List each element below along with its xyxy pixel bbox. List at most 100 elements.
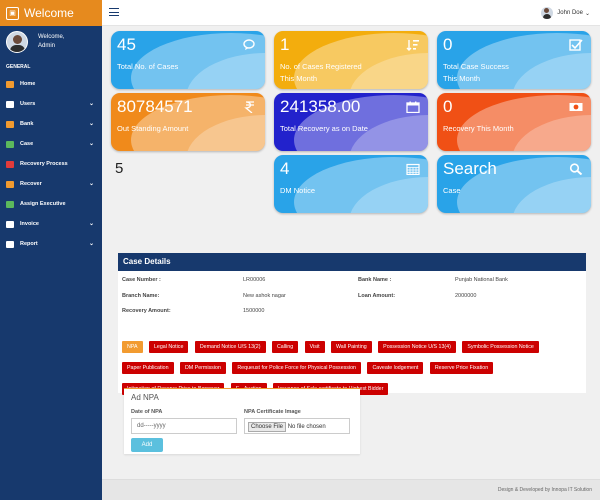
- avatar: [6, 31, 28, 53]
- tile-recovery-this-month[interactable]: 0 Recovery This Month: [437, 93, 591, 151]
- tile-value: 80784571: [117, 97, 193, 116]
- date-of-npa-label: Date of NPA: [131, 409, 163, 415]
- add-button[interactable]: Add: [131, 438, 163, 452]
- brand-bar: ▣ Welcome: [0, 0, 102, 26]
- branch-name-label: Branch Name:: [122, 293, 160, 299]
- top-user-menu[interactable]: John Doe ⌄: [541, 7, 590, 19]
- tile-value: 4: [280, 159, 290, 178]
- chevron-down-icon: ⌄: [88, 141, 94, 147]
- tile-dm-notice[interactable]: 4 DM Notice: [274, 155, 428, 213]
- section-label: GENERAL: [6, 64, 31, 70]
- step-calling[interactable]: Calling: [271, 341, 299, 353]
- tile-value: 241358.00: [280, 97, 361, 116]
- brand-title: Welcome: [24, 6, 74, 20]
- user-panel: Welcome, Admin: [0, 26, 102, 58]
- npa-certificate-label: NPA Certificate Image: [244, 409, 301, 415]
- search-icon: [569, 163, 583, 175]
- tile-value: 45: [117, 35, 136, 54]
- rupee-icon: [244, 101, 254, 113]
- sidebar-item-assign-executive[interactable]: Assign Executive: [0, 194, 102, 214]
- step-symbolic-possession-notice[interactable]: Symbolic Possession Notice: [462, 341, 539, 353]
- step-paper-publication[interactable]: Paper Publication: [122, 362, 174, 374]
- report-icon: [6, 240, 14, 248]
- add-npa-form: Ad NPA Date of NPA NPA Certificate Image…: [124, 388, 360, 454]
- form-title: Ad NPA: [131, 393, 159, 402]
- case-details-panel: Case Details Case Number : LR00006 Bank …: [118, 253, 586, 395]
- no-file-text: No file chosen: [287, 424, 326, 430]
- sidebar-item-users[interactable]: Users ⌄: [0, 94, 102, 114]
- sidebar-item-report[interactable]: Report ⌄: [0, 234, 102, 254]
- tile-value: Search: [443, 159, 497, 178]
- checkbox-icon: [569, 39, 583, 51]
- sidebar-item-label: Recovery Process: [20, 161, 68, 167]
- choose-file-button[interactable]: Choose File: [248, 422, 287, 432]
- recovery-amount-label: Recovery Amount:: [122, 308, 171, 314]
- recovery-icon: [6, 160, 14, 168]
- step-caveate-lodgement[interactable]: Caveate lodgement: [367, 362, 424, 374]
- tile-label: Total No. of Cases: [117, 62, 179, 71]
- sidebar-item-label: Home: [20, 81, 36, 87]
- chevron-down-icon: ⌄: [88, 181, 94, 187]
- case-details-heading: Case Details: [118, 253, 586, 271]
- sidebar-item-recover[interactable]: Recover ⌄: [0, 174, 102, 194]
- sidebar-item-recovery-process[interactable]: Recovery Process: [0, 154, 102, 174]
- recovery-amount-value: 1500000: [243, 308, 265, 314]
- tile-cases-registered[interactable]: 1 No. of Cases Registered This Month: [274, 31, 428, 89]
- chevron-down-icon: ⌄: [88, 121, 94, 127]
- step-reserve-price-fixation[interactable]: Reserve Price Fixation: [429, 362, 494, 374]
- sidebar-item-invoice[interactable]: Invoice ⌄: [0, 214, 102, 234]
- sidebar-item-label: Invoice: [20, 221, 39, 227]
- tile-outstanding-amount[interactable]: 80784571 Out Standing Amount: [111, 93, 265, 151]
- step-legal-notice[interactable]: Legal Notice: [148, 341, 189, 353]
- money-icon: [569, 103, 583, 111]
- step-demand-notice[interactable]: Demand Notice U/S 13(2): [194, 341, 266, 353]
- rupee-icon: [6, 180, 14, 188]
- step-visit[interactable]: Visit: [304, 341, 325, 353]
- branch-name-value: New ashok nagar: [243, 293, 286, 299]
- case-number-value: LR00006: [243, 277, 266, 283]
- sidebar-item-home[interactable]: Home: [0, 74, 102, 94]
- welcome-text: Welcome,: [38, 34, 65, 40]
- hamburger-menu-icon[interactable]: [109, 8, 119, 16]
- grid-calendar-icon: [406, 163, 420, 175]
- top-avatar: [541, 7, 554, 19]
- sidebar-item-case[interactable]: Case ⌄: [0, 134, 102, 154]
- loan-amount-label: Loan Amount:: [358, 293, 396, 299]
- step-wall-painting[interactable]: Wall Painting: [331, 341, 372, 353]
- user-name: Admin: [38, 43, 56, 49]
- person-icon: [6, 200, 14, 208]
- chat-icon: [243, 39, 255, 50]
- user-icon: [6, 100, 14, 108]
- dashboard-logo-icon: ▣: [6, 6, 19, 20]
- date-of-npa-input[interactable]: dd-----yyyy: [131, 418, 237, 434]
- step-possession-notice[interactable]: Possession Notice U/S 13(4): [378, 341, 456, 353]
- sidebar-item-label: Case: [20, 141, 34, 147]
- caret-down-icon: ⌄: [584, 10, 590, 17]
- loan-amount-value: 2000000: [455, 293, 477, 299]
- sidebar-item-label: Bank: [20, 121, 34, 127]
- calendar-icon: [406, 101, 420, 113]
- tile-label: Total Recovery as on Date: [280, 124, 368, 133]
- sidebar-item-label: Users: [20, 101, 36, 107]
- bank-name-value: Punjab National Bank: [455, 277, 508, 283]
- tile-total-recovery[interactable]: 241358.00 Total Recovery as on Date: [274, 93, 428, 151]
- step-npa[interactable]: NPA: [122, 341, 143, 353]
- tile-label: DM Notice: [280, 186, 316, 195]
- sort-icon: [406, 40, 419, 51]
- tile-label: No. of Cases Registered This Month: [280, 62, 362, 83]
- tile-total-cases[interactable]: 45 Total No. of Cases: [111, 31, 265, 89]
- step-police-force-request[interactable]: Requeust for Police Force for Physical P…: [232, 362, 362, 374]
- chevron-down-icon: ⌄: [88, 221, 94, 227]
- chevron-down-icon: ⌄: [88, 241, 94, 247]
- tile-label: Case: [443, 186, 461, 195]
- tile-case-success[interactable]: 0 Total Case Success This Month: [437, 31, 591, 89]
- step-dm-permission[interactable]: DM Permission: [179, 362, 226, 374]
- bank-icon: [6, 120, 14, 128]
- chevron-down-icon: ⌄: [88, 101, 94, 107]
- tile-label: Out Standing Amount: [117, 124, 189, 133]
- tile-search-case[interactable]: Search Case: [437, 155, 591, 213]
- sidebar-item-label: Recover: [20, 181, 42, 187]
- sidebar-item-bank[interactable]: Bank ⌄: [0, 114, 102, 134]
- tile-value: 0: [443, 35, 453, 54]
- npa-certificate-file-input[interactable]: Choose File No file chosen: [244, 418, 350, 434]
